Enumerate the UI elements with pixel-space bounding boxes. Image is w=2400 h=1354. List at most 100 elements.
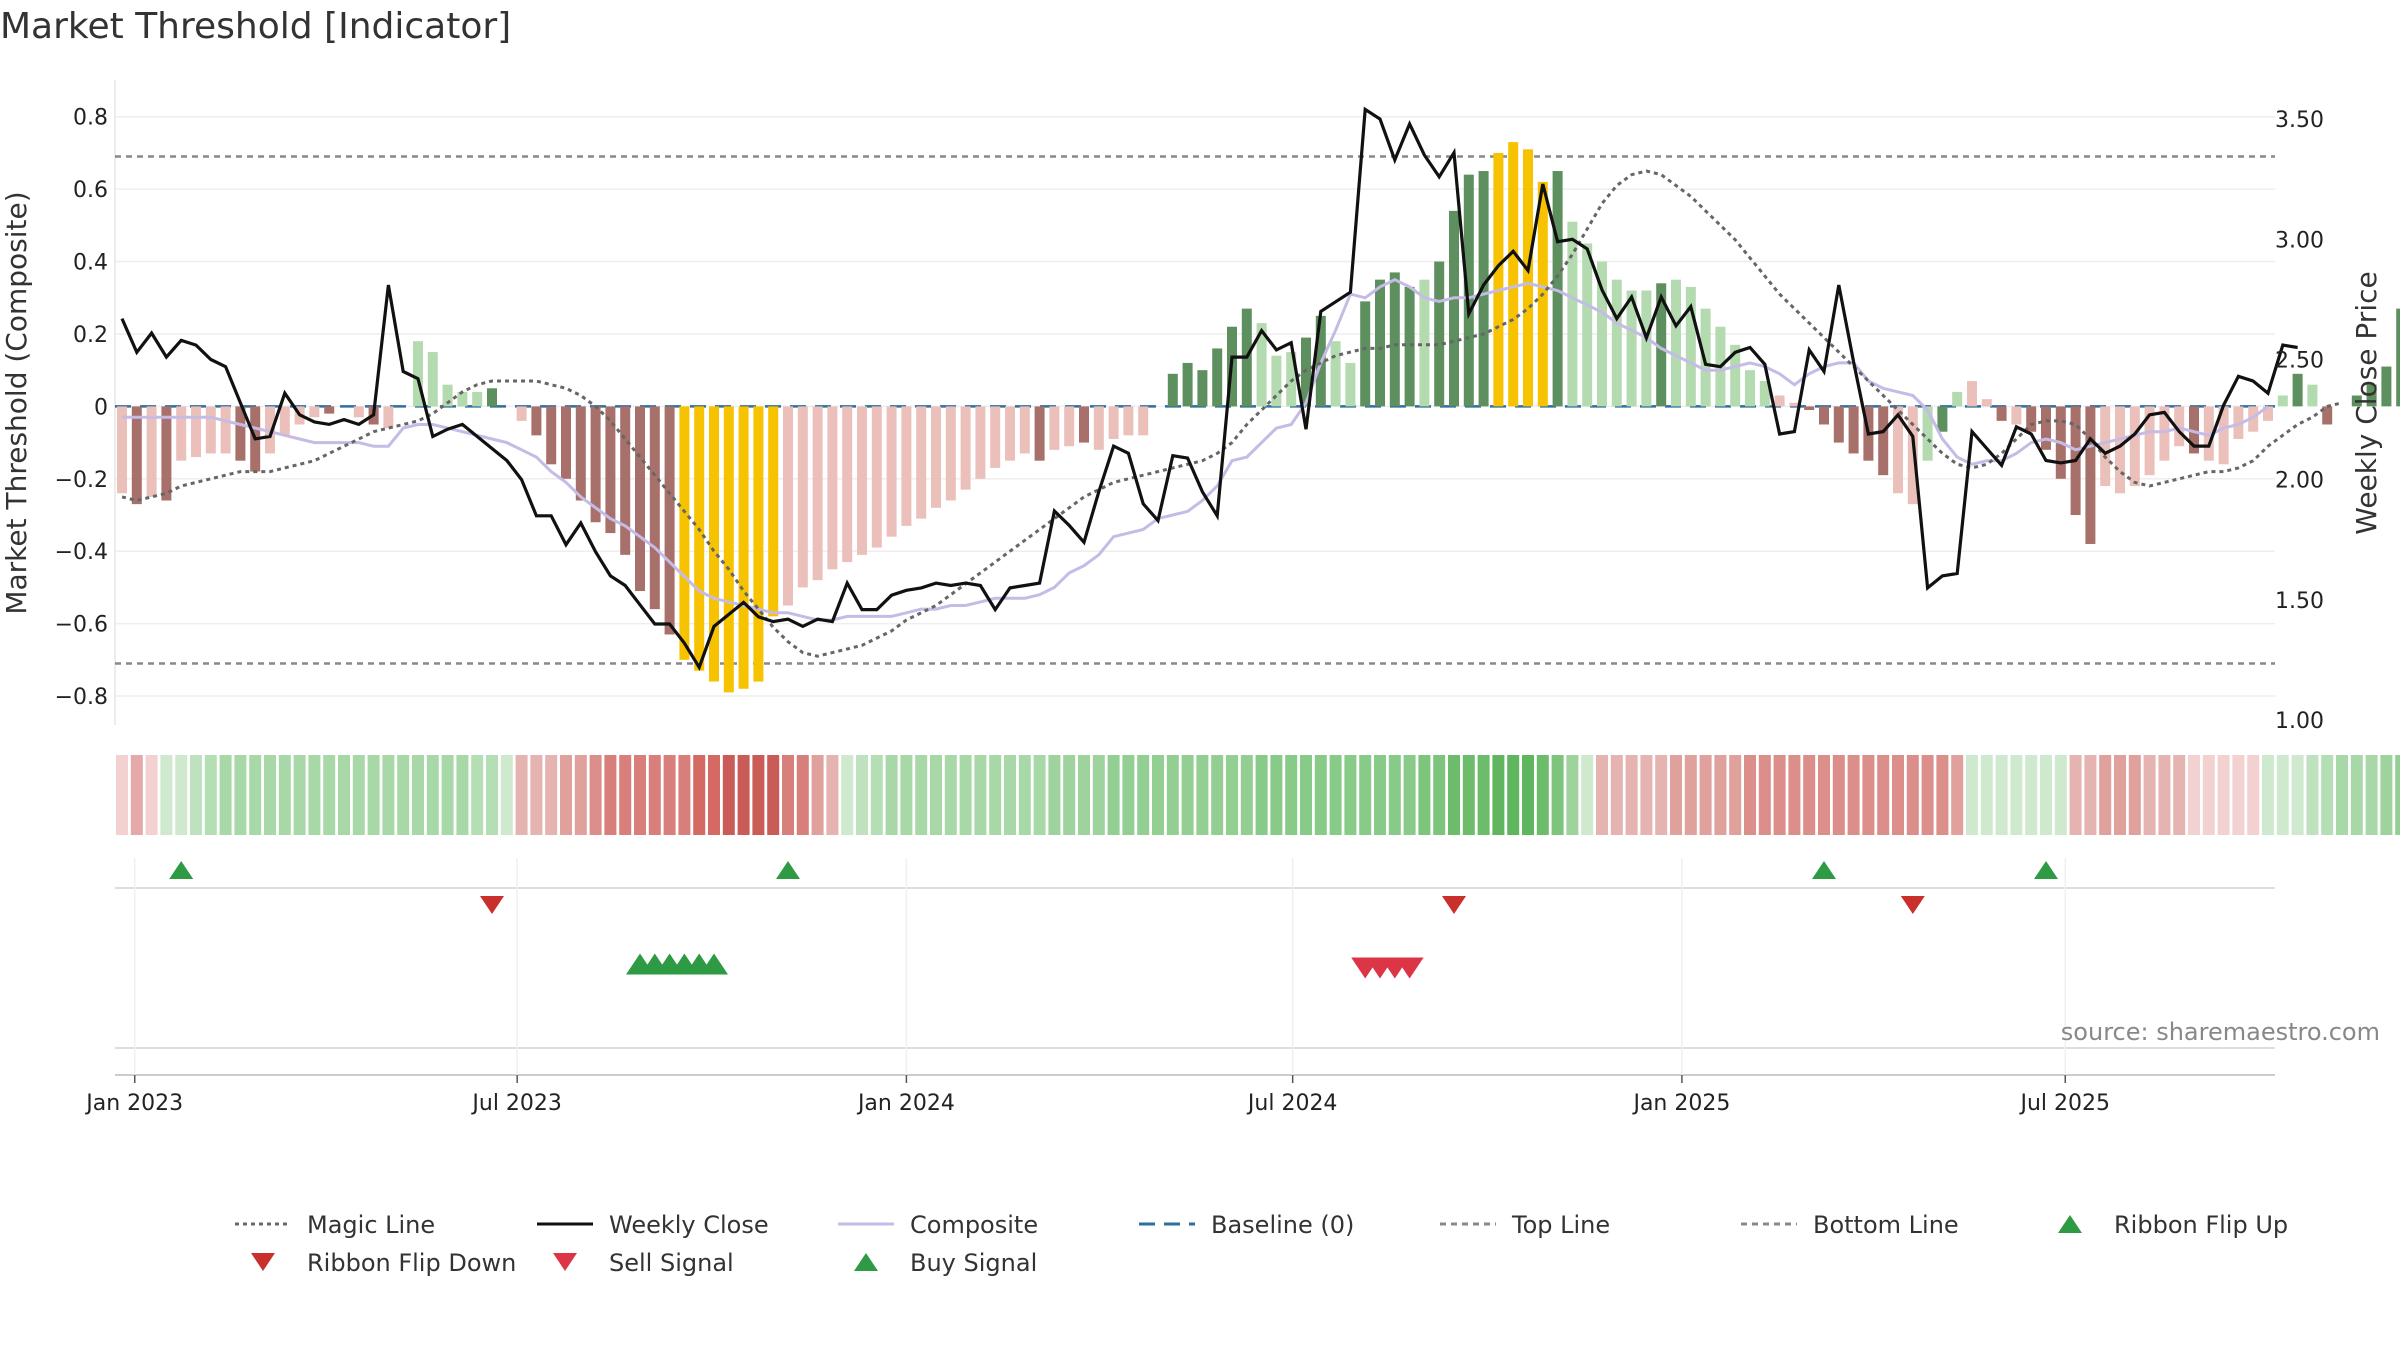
sell-signal-marker <box>1395 957 1424 979</box>
ribbon-cell <box>323 755 336 835</box>
ribbon-flip-down-marker <box>1900 896 1925 914</box>
ribbon-cell <box>2128 755 2141 835</box>
composite-bar <box>1108 406 1119 439</box>
ribbon-cell <box>293 755 306 835</box>
ribbon-cell <box>900 755 913 835</box>
ribbon-cell <box>2010 755 2023 835</box>
ribbon-cell <box>486 755 498 835</box>
ribbon-cell <box>1018 755 1031 835</box>
y-tick-label: −0.6 <box>55 613 108 638</box>
y-tick-label: 0 <box>94 395 108 420</box>
y-tick-label: −0.4 <box>55 540 108 565</box>
signal-panels <box>115 861 2275 1049</box>
composite-bar <box>176 406 187 461</box>
ribbon-cell <box>959 755 972 835</box>
composite-bar <box>472 391 483 407</box>
composite-bar <box>546 406 557 465</box>
ribbon-cell <box>1122 755 1135 835</box>
composite-bar <box>324 406 335 414</box>
ribbon-cell <box>811 755 824 835</box>
composite-bar <box>1833 406 1844 443</box>
composite-bar <box>1730 344 1741 407</box>
composite-bar <box>1256 323 1267 407</box>
composite-bar <box>2248 406 2259 432</box>
legend-label: Weekly Close <box>609 1211 769 1239</box>
composite-bar <box>1611 279 1622 407</box>
ribbon-cell <box>2099 755 2112 835</box>
ribbon-cell <box>663 755 676 835</box>
grid-lines <box>114 80 2275 725</box>
composite-bar <box>1093 406 1104 450</box>
composite-bar <box>487 388 497 407</box>
ribbon-cell <box>1329 755 1342 835</box>
ribbon-cell <box>589 755 602 835</box>
ribbon-cell <box>204 755 217 835</box>
ribbon-cell <box>915 755 928 835</box>
ribbon-cell <box>2321 755 2334 835</box>
composite-bar <box>2026 406 2037 432</box>
legend-swatch <box>251 1253 275 1271</box>
ribbon-cell <box>1063 755 1076 835</box>
y-axis-title: Market Threshold (Composite) <box>0 191 33 614</box>
composite-bar <box>353 406 364 418</box>
ribbon-cell <box>1596 755 1608 835</box>
ribbon-cell <box>1092 755 1105 835</box>
composite-bar <box>2351 395 2362 407</box>
y2-tick-label: 2.50 <box>2275 349 2324 374</box>
legend-swatch <box>854 1253 878 1271</box>
legend-label: Baseline (0) <box>1211 1211 1354 1239</box>
composite-bar <box>1759 381 1770 407</box>
ribbon-cell <box>1492 755 1505 835</box>
composite-bar <box>694 406 705 671</box>
composite-bar <box>1064 406 1075 447</box>
ribbon-cell <box>782 755 794 835</box>
ribbon-flip-up-marker <box>169 861 194 879</box>
composite-bar <box>709 406 719 682</box>
ribbon-cell <box>2084 755 2097 835</box>
composite-bar <box>131 406 142 505</box>
composite-bar <box>1212 348 1223 407</box>
x-tick-label: Jul 2025 <box>2018 1091 2110 1116</box>
legend-swatch <box>2058 1215 2082 1233</box>
composite-bar <box>2322 406 2333 425</box>
composite-bar <box>2085 406 2096 544</box>
composite-bar <box>309 406 320 418</box>
ribbon-cell <box>2025 755 2038 835</box>
ribbon-cell <box>767 755 780 835</box>
weekly-close-line <box>120 106 2298 671</box>
ribbon-cell <box>2276 755 2289 835</box>
composite-bar <box>1330 341 1341 407</box>
composite-bar <box>2115 406 2125 494</box>
ribbon-cell <box>545 755 558 835</box>
composite-bar <box>279 406 290 436</box>
ribbon-cell <box>989 755 1002 835</box>
ribbon-cell <box>1522 755 1534 835</box>
ribbon-cell <box>1314 755 1327 835</box>
ribbon-cell <box>2188 755 2200 835</box>
composite-bar <box>664 406 675 635</box>
ribbon-cell <box>1418 755 1431 835</box>
ribbon-cell <box>234 755 247 835</box>
y2-axis-ticks: 3.50 3.00 2.50 2.00 1.50 1.00 <box>2275 108 2324 734</box>
composite-bar <box>738 406 749 689</box>
ribbon-cell <box>1374 755 1386 835</box>
y-tick-label: 0.8 <box>73 106 108 131</box>
ribbon-cell <box>2365 755 2378 835</box>
ribbon-cell <box>1270 755 1283 835</box>
legend-label: Ribbon Flip Up <box>2114 1211 2288 1239</box>
ribbon-cell <box>1211 755 1224 835</box>
ribbon-cell <box>2336 755 2348 835</box>
ribbon-cell <box>2217 755 2230 835</box>
ribbon-cell <box>1951 755 1964 835</box>
ribbon-cell <box>426 755 439 835</box>
composite-bar <box>1685 286 1696 407</box>
ribbon-cell <box>737 755 750 835</box>
composite-bar <box>1848 406 1859 454</box>
composite-bar <box>1419 279 1430 407</box>
ribbon-cell <box>2380 755 2393 835</box>
legend-label: Magic Line <box>307 1211 435 1239</box>
composite-bar <box>1804 406 1815 410</box>
ribbon-cell <box>2202 755 2215 835</box>
composite-bar <box>620 406 631 555</box>
composite-bar <box>1567 221 1578 407</box>
